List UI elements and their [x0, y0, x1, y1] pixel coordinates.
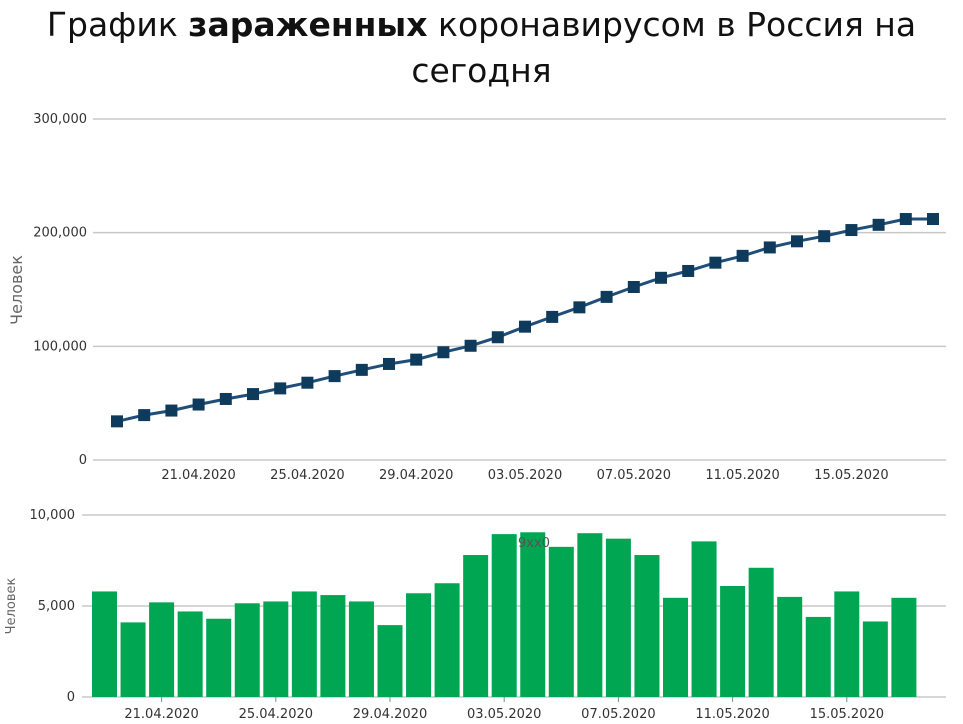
line-point — [736, 249, 749, 262]
line-point — [763, 241, 776, 254]
line-point — [219, 392, 232, 405]
daily-bar — [434, 583, 460, 697]
line-point — [410, 353, 423, 366]
line-y-tick-label: 300,000 — [33, 112, 87, 127]
line-point — [247, 388, 259, 401]
daily-cases-bar-chart: 0 5,000 10,000 Человек 21.04.2020 25.04.2020 2… — [4, 508, 946, 722]
daily-bar — [463, 555, 489, 697]
line-point — [192, 398, 205, 411]
line-point — [899, 213, 912, 226]
bar-x-tick-label: 11.05.2020 — [695, 707, 769, 722]
line-y-axis-label: Человек — [7, 255, 26, 325]
line-point — [165, 404, 178, 417]
daily-bar — [263, 601, 289, 697]
bar-x-tick-label: 07.05.2020 — [581, 707, 655, 722]
line-point — [927, 213, 939, 226]
line-point — [546, 310, 559, 323]
daily-bar — [777, 596, 803, 697]
line-point — [682, 264, 695, 277]
line-point — [655, 271, 667, 284]
bar-y-axis-label: Человек — [4, 578, 19, 635]
line-x-tick-label: 15.05.2020 — [814, 468, 888, 483]
line-y-tick-label: 0 — [79, 453, 87, 468]
daily-bar — [348, 601, 374, 697]
cumulative-cases-line-chart: 0 100,000 200,000 300,000 Человек 21.04.2020 2… — [7, 112, 946, 483]
daily-bar — [149, 602, 175, 697]
bar-value-annotation: 9xx0 — [518, 536, 550, 551]
title-text-end: коронавирусом в Россия на сегодня — [411, 5, 917, 90]
daily-bar — [862, 621, 888, 697]
daily-bar — [177, 611, 203, 697]
daily-bar — [634, 555, 660, 697]
daily-bar — [748, 567, 774, 697]
line-point — [437, 346, 450, 359]
daily-bar — [605, 538, 631, 697]
line-x-tick-label: 21.04.2020 — [161, 468, 235, 483]
bar-x-tick-label: 21.04.2020 — [124, 707, 198, 722]
line-y-tick-label: 200,000 — [33, 226, 87, 241]
line-y-tick-label: 100,000 — [33, 339, 87, 354]
daily-bar — [577, 533, 603, 697]
bar-x-tick-label: 29.04.2020 — [353, 707, 427, 722]
daily-bar — [234, 603, 260, 697]
line-point — [383, 357, 395, 370]
chart-title: График зараженных коронавирусом в Россия… — [0, 2, 963, 94]
daily-bar — [92, 591, 117, 697]
bar-y-tick-label: 0 — [67, 690, 75, 705]
bar-x-tick-label: 03.05.2020 — [467, 707, 541, 722]
line-x-tick-label: 25.04.2020 — [270, 468, 344, 483]
title-text-bold: зараженных — [188, 5, 428, 44]
daily-bar — [691, 541, 717, 697]
daily-bar — [291, 591, 317, 697]
daily-bar — [206, 618, 232, 697]
bar-x-tick-label: 15.05.2020 — [810, 707, 884, 722]
daily-bar — [120, 622, 146, 697]
daily-bar — [805, 616, 831, 697]
line-point — [301, 376, 314, 389]
line-point — [573, 301, 586, 314]
daily-bar — [891, 597, 917, 697]
line-point — [111, 415, 123, 428]
line-x-tick-label: 11.05.2020 — [705, 468, 779, 483]
daily-bar — [377, 625, 403, 697]
bar-x-tick-label: 25.04.2020 — [239, 707, 313, 722]
daily-bar — [491, 534, 517, 697]
daily-bar — [834, 591, 860, 697]
line-point — [464, 339, 477, 352]
line-point — [845, 224, 858, 237]
line-point — [274, 382, 287, 395]
bar-y-tick-label: 10,000 — [30, 508, 76, 523]
line-point — [627, 280, 640, 293]
daily-bar — [548, 546, 574, 697]
line-point — [328, 370, 341, 383]
line-point — [491, 331, 504, 344]
line-point — [138, 409, 151, 422]
daily-bar — [520, 532, 546, 697]
line-x-tick-label: 07.05.2020 — [597, 468, 671, 483]
line-point — [355, 363, 368, 376]
line-x-tick-label: 29.04.2020 — [379, 468, 453, 483]
daily-bar — [406, 593, 432, 697]
line-point — [791, 235, 803, 248]
daily-bar — [320, 595, 346, 697]
daily-bar — [720, 585, 746, 697]
cumulative-cases-line — [116, 217, 933, 423]
line-point — [818, 230, 831, 243]
line-point — [600, 290, 613, 303]
bar-y-tick-label: 5,000 — [38, 599, 75, 614]
line-point — [872, 218, 885, 231]
line-point — [519, 320, 531, 333]
line-point — [709, 256, 722, 269]
title-text-start: График — [46, 5, 189, 44]
daily-bar — [663, 597, 688, 697]
line-x-tick-label: 03.05.2020 — [488, 468, 562, 483]
